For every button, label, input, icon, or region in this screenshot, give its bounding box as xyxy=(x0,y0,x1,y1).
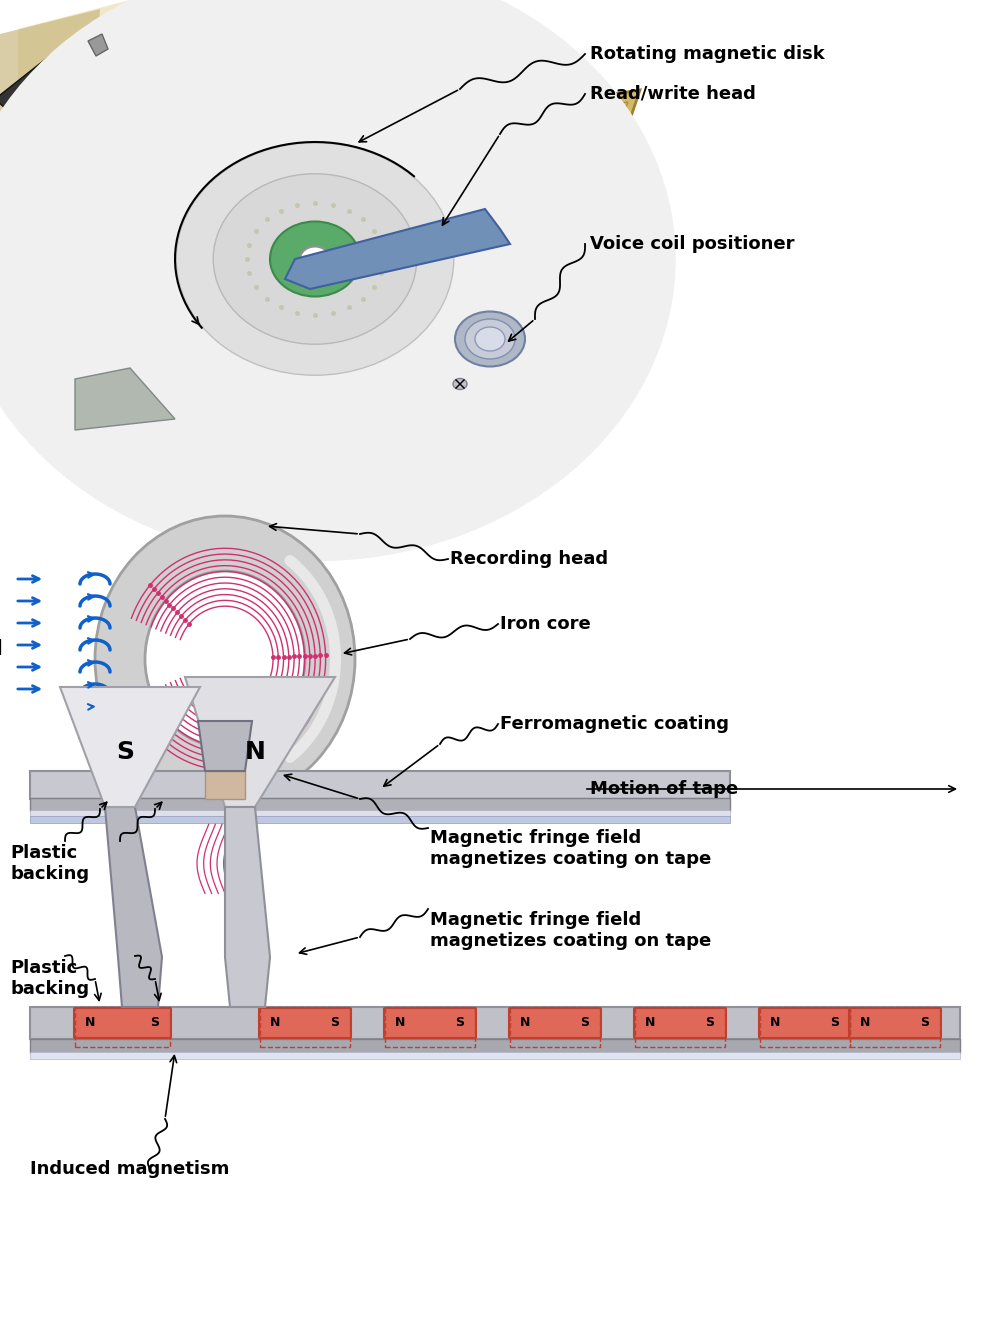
Text: Ferromagnetic coating: Ferromagnetic coating xyxy=(500,715,729,733)
Text: S: S xyxy=(330,1017,339,1030)
Text: N: N xyxy=(860,1017,870,1030)
Text: S: S xyxy=(581,1017,590,1030)
Ellipse shape xyxy=(465,319,515,359)
Bar xyxy=(635,1006,725,1047)
Text: N: N xyxy=(270,1017,280,1030)
Bar xyxy=(30,1053,960,1059)
Text: Magnetic fringe field
magnetizes coating on tape: Magnetic fringe field magnetizes coating… xyxy=(430,911,712,950)
FancyBboxPatch shape xyxy=(384,1008,476,1038)
Ellipse shape xyxy=(95,516,355,802)
Bar xyxy=(850,1006,940,1047)
Polygon shape xyxy=(105,807,162,1006)
Text: S: S xyxy=(921,1017,930,1030)
Text: Induced magnetism: Induced magnetism xyxy=(30,1159,229,1178)
Bar xyxy=(30,772,730,799)
FancyBboxPatch shape xyxy=(634,1008,726,1038)
Text: N: N xyxy=(770,1017,780,1030)
Polygon shape xyxy=(198,721,252,772)
Text: Voice coil positioner: Voice coil positioner xyxy=(590,235,795,253)
FancyBboxPatch shape xyxy=(849,1008,941,1038)
Polygon shape xyxy=(0,24,102,111)
Bar xyxy=(260,1006,350,1047)
Text: Recording head: Recording head xyxy=(450,550,609,568)
Polygon shape xyxy=(285,208,510,289)
Text: S: S xyxy=(831,1017,840,1030)
Text: S: S xyxy=(706,1017,715,1030)
Ellipse shape xyxy=(130,104,500,414)
Ellipse shape xyxy=(270,222,360,297)
Polygon shape xyxy=(18,0,130,359)
FancyBboxPatch shape xyxy=(259,1008,351,1038)
Ellipse shape xyxy=(145,571,305,747)
Polygon shape xyxy=(185,677,335,807)
Ellipse shape xyxy=(453,379,467,389)
Text: N: N xyxy=(520,1017,531,1030)
FancyBboxPatch shape xyxy=(509,1008,601,1038)
Text: N: N xyxy=(85,1017,95,1030)
FancyBboxPatch shape xyxy=(759,1008,851,1038)
Bar xyxy=(75,1006,170,1047)
Polygon shape xyxy=(75,368,175,430)
Text: I: I xyxy=(0,638,3,660)
Text: Read/write head: Read/write head xyxy=(590,84,756,103)
Text: Plastic
backing: Plastic backing xyxy=(10,959,89,997)
Bar xyxy=(385,1006,475,1047)
Bar xyxy=(30,816,730,823)
FancyBboxPatch shape xyxy=(74,1008,171,1038)
Text: Motion of tape: Motion of tape xyxy=(590,780,739,798)
Ellipse shape xyxy=(0,0,676,562)
Ellipse shape xyxy=(176,142,453,375)
Bar xyxy=(30,798,730,811)
Bar xyxy=(205,772,245,799)
Text: N: N xyxy=(394,1017,405,1030)
Polygon shape xyxy=(60,687,200,807)
Text: N: N xyxy=(244,740,265,764)
Text: S: S xyxy=(150,1017,159,1030)
Text: Iron core: Iron core xyxy=(500,615,591,633)
Polygon shape xyxy=(88,34,108,55)
Ellipse shape xyxy=(475,327,505,351)
Ellipse shape xyxy=(213,174,416,344)
Text: Plastic
backing: Plastic backing xyxy=(10,844,89,882)
Bar xyxy=(30,810,730,816)
Text: S: S xyxy=(116,740,134,764)
Bar xyxy=(760,1006,850,1047)
Text: Magnetic fringe field
magnetizes coating on tape: Magnetic fringe field magnetizes coating… xyxy=(430,830,712,868)
Text: S: S xyxy=(455,1017,464,1030)
Ellipse shape xyxy=(309,255,321,264)
Text: Rotating magnetic disk: Rotating magnetic disk xyxy=(590,45,825,63)
Ellipse shape xyxy=(300,247,330,272)
Ellipse shape xyxy=(455,311,525,367)
Text: N: N xyxy=(645,1017,656,1030)
Polygon shape xyxy=(75,90,640,430)
Bar xyxy=(30,1006,960,1039)
Polygon shape xyxy=(225,807,270,1006)
Bar xyxy=(30,1039,960,1053)
Bar xyxy=(510,1006,600,1047)
Polygon shape xyxy=(0,9,100,119)
